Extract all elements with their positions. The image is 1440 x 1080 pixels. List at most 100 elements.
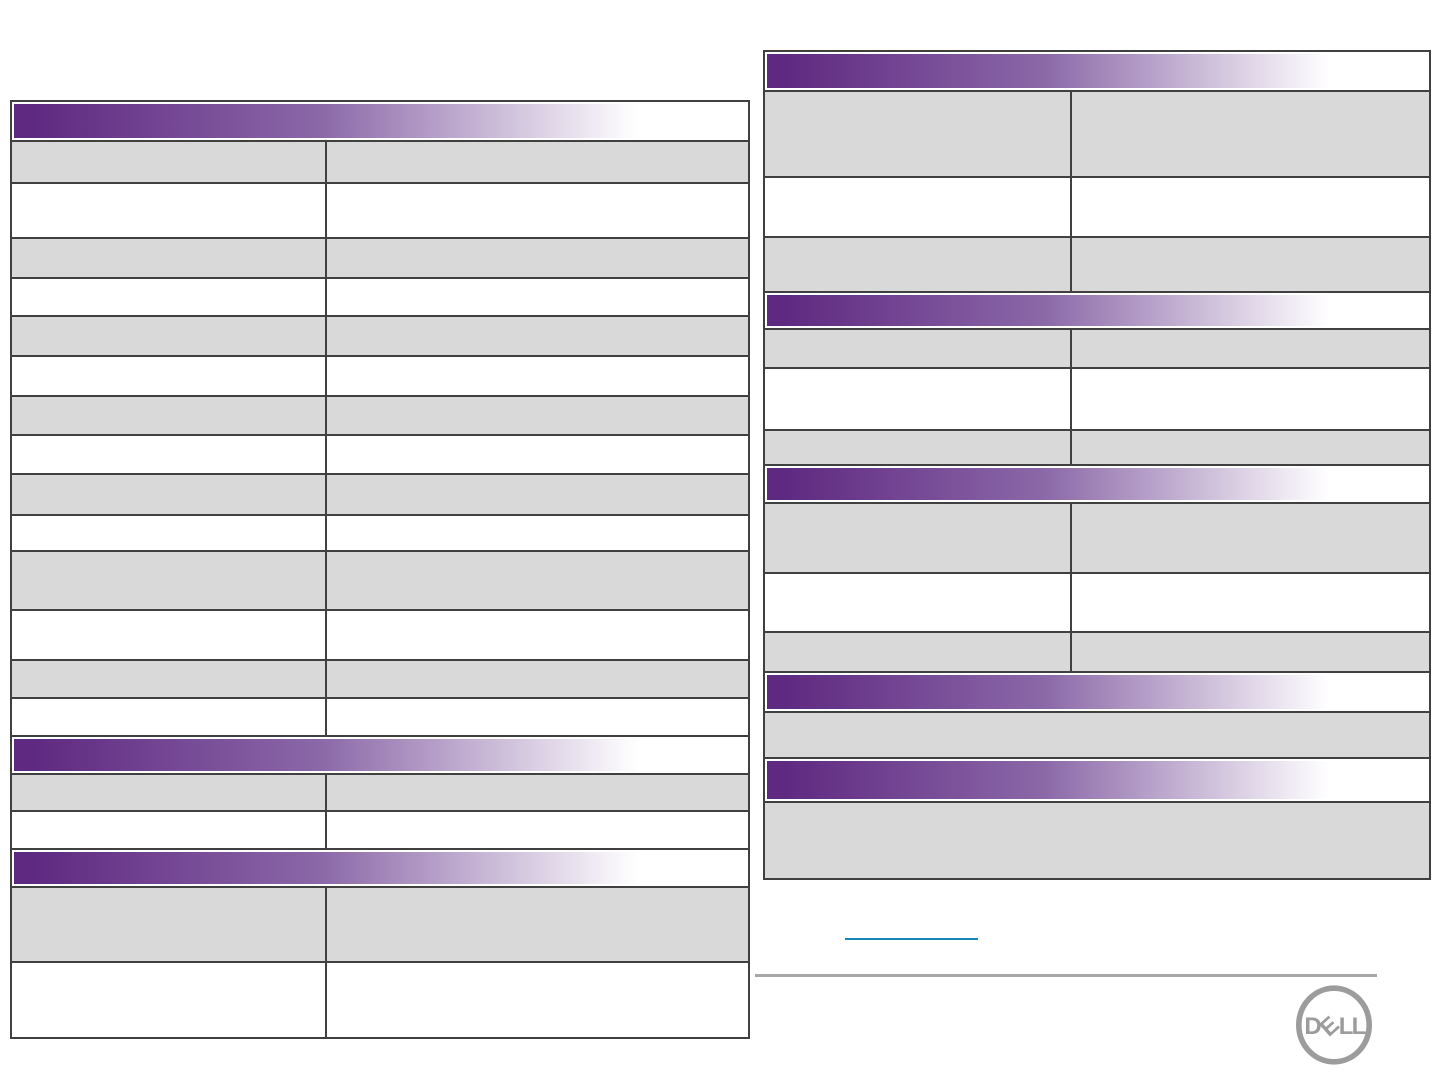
table-row [12,277,748,315]
table-row [12,810,748,848]
spec-cell [12,516,325,550]
table-row [12,395,748,434]
table-row [12,237,748,277]
section-header [765,671,1429,711]
spec-cell [12,775,325,810]
footer-divider [755,974,1377,977]
table-row [12,961,748,1037]
spec-cell [325,611,748,659]
spec-cell [325,775,748,810]
spec-cell [12,888,325,961]
section-header [12,848,748,886]
spec-cell [765,504,1070,572]
spec-cell [765,803,1429,878]
spec-cell [325,357,748,395]
spec-cell [765,238,1070,291]
table-row [765,631,1429,671]
svg-text:L: L [1339,1013,1354,1040]
spec-cell [325,475,748,514]
table-row [765,801,1429,878]
spec-cell [1070,504,1429,572]
table-row [12,697,748,735]
spec-cell [765,330,1070,367]
spec-cell [765,369,1070,429]
right-spec-table [763,50,1431,880]
table-row [765,502,1429,572]
svg-text:D: D [1304,1013,1321,1040]
svg-text:L: L [1352,1013,1367,1040]
spec-cell [325,239,748,277]
section-header [12,735,748,773]
spec-cell [1070,431,1429,464]
spec-cell [1070,238,1429,291]
spec-cell [1070,178,1429,236]
spec-cell [12,812,325,848]
spec-cell [12,279,325,315]
table-row [765,572,1429,631]
support-link[interactable] [845,923,978,940]
table-row [765,429,1429,464]
table-row [12,315,748,355]
table-row [12,609,748,659]
spec-cell [12,475,325,514]
spec-cell [765,574,1070,631]
table-row [12,514,748,550]
spec-cell [1070,330,1429,367]
spec-cell [1070,574,1429,631]
table-row [765,90,1429,176]
spec-cell [325,888,748,961]
spec-cell [12,611,325,659]
spec-cell [325,184,748,237]
spec-cell [325,812,748,848]
section-header [765,757,1429,801]
section-header [765,52,1429,90]
table-row [12,473,748,514]
table-row [12,355,748,395]
spec-cell [765,92,1070,176]
spec-cell [325,142,748,182]
dell-logo-icon: D E L L [1296,985,1372,1065]
left-spec-table [10,100,750,1039]
spec-cell [12,699,325,735]
spec-cell [765,713,1429,757]
table-row [12,659,748,697]
table-row [765,328,1429,367]
spec-cell [325,699,748,735]
spec-cell [765,431,1070,464]
spec-cell [325,317,748,355]
table-row [12,773,748,810]
spec-cell [12,397,325,434]
table-row [12,434,748,473]
spec-cell [765,633,1070,671]
table-row [12,182,748,237]
spec-cell [325,963,748,1037]
spec-cell [12,436,325,473]
spec-cell [12,142,325,182]
table-row [765,367,1429,429]
spec-cell [12,552,325,609]
table-row [12,886,748,961]
table-row [765,176,1429,236]
spec-cell [765,178,1070,236]
spec-cell [12,239,325,277]
spec-cell [12,357,325,395]
table-row [765,236,1429,291]
section-header [12,102,748,140]
section-header [765,291,1429,328]
spec-cell [1070,92,1429,176]
spec-cell [1070,369,1429,429]
spec-cell [12,184,325,237]
spec-cell [325,279,748,315]
table-row [12,140,748,182]
table-row [765,711,1429,757]
spec-cell [12,963,325,1037]
table-row [12,550,748,609]
spec-cell [325,552,748,609]
spec-cell [325,516,748,550]
spec-cell [325,397,748,434]
section-header [765,464,1429,502]
spec-cell [1070,633,1429,671]
spec-cell [12,661,325,697]
spec-cell [12,317,325,355]
spec-cell [325,436,748,473]
